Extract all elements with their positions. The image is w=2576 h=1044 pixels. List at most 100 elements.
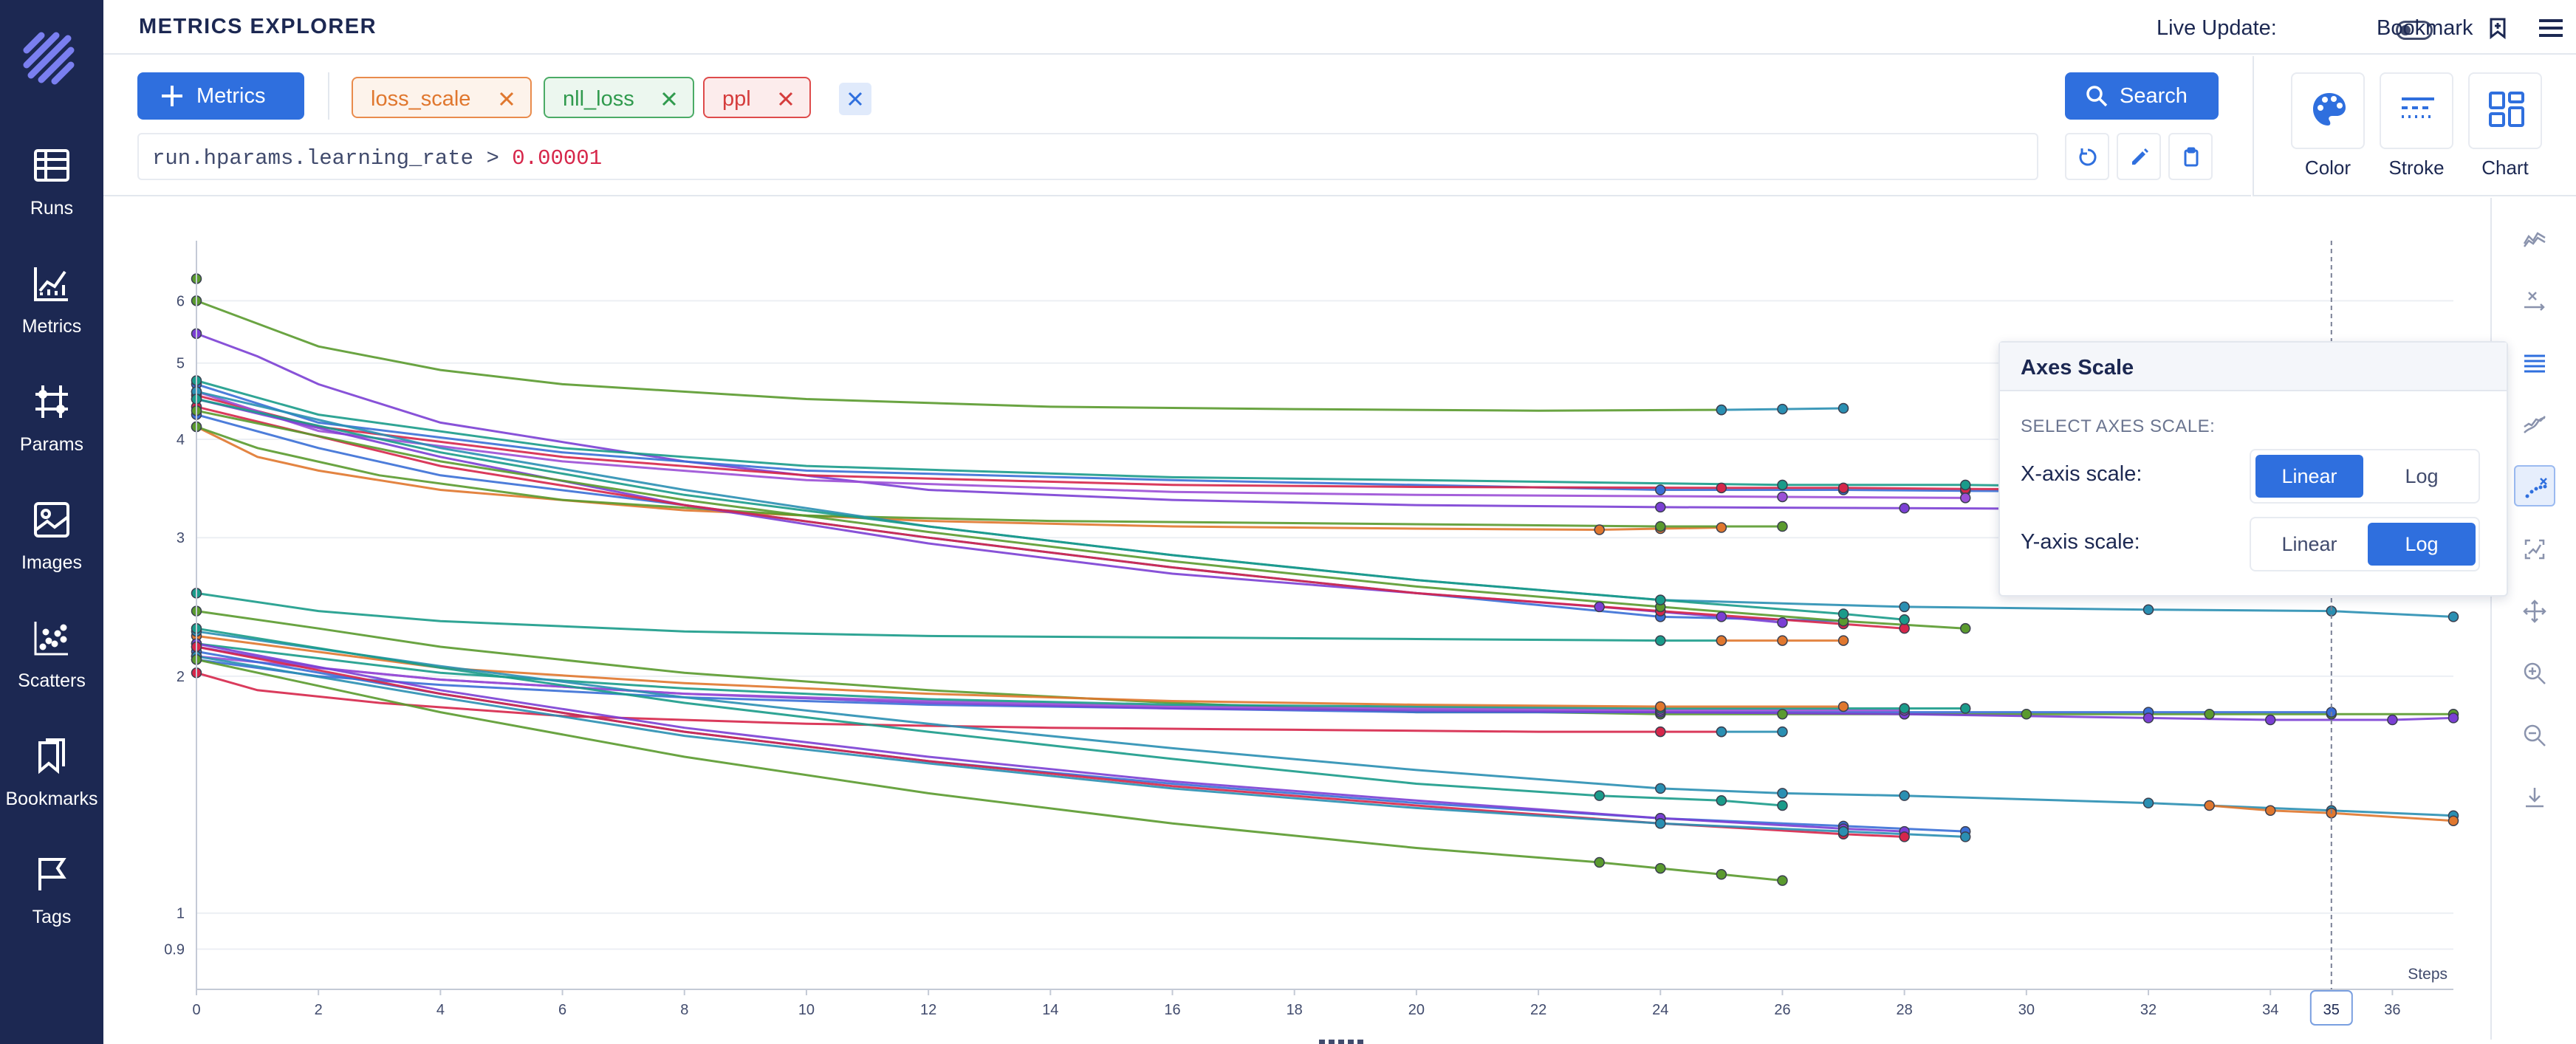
series-line[interactable] — [196, 671, 1722, 733]
series-line[interactable] — [196, 380, 2149, 488]
series-point[interactable] — [1899, 601, 1910, 613]
series-point[interactable] — [2264, 805, 2276, 817]
series-point[interactable] — [1777, 875, 1788, 886]
series-line[interactable] — [196, 394, 2149, 491]
series-point[interactable] — [1594, 524, 1605, 535]
close-icon[interactable] — [498, 90, 515, 108]
metric-chip-loss-scale[interactable]: loss_scale — [352, 77, 532, 118]
series-point[interactable] — [1899, 614, 1910, 625]
series-point[interactable] — [1716, 869, 1727, 880]
series-point[interactable] — [1655, 726, 1666, 738]
highlight-mode-tool[interactable] — [2514, 529, 2555, 570]
zoom-out-tool[interactable] — [2514, 715, 2555, 756]
series-point[interactable] — [1837, 701, 1849, 712]
series-line[interactable] — [196, 332, 2149, 511]
series-point[interactable] — [1959, 703, 1971, 714]
series-point[interactable] — [1655, 818, 1666, 829]
series-point[interactable] — [1716, 635, 1727, 646]
chart-control-box[interactable] — [2468, 72, 2542, 149]
search-button[interactable]: Search — [2065, 72, 2219, 120]
series-point[interactable] — [1655, 594, 1666, 605]
series-point[interactable] — [2204, 708, 2215, 720]
hamburger-menu-icon[interactable] — [2538, 16, 2564, 40]
series-point[interactable] — [1899, 831, 1910, 842]
series-point[interactable] — [1655, 521, 1666, 532]
series-point[interactable] — [1837, 608, 1849, 619]
sidebar-item-metrics[interactable]: Metrics — [0, 251, 103, 362]
series-line[interactable] — [196, 610, 2453, 715]
metrics-chart[interactable]: 0.9 1 2 3 4 5 6 0 2 4 6 8 10 12 14 16 18 20 22 24 26 28 30 32 34… — [103, 198, 2490, 1040]
axes-scale-tool[interactable] — [2514, 465, 2555, 506]
sidebar-item-runs[interactable]: Runs — [0, 133, 103, 244]
series-point[interactable] — [2264, 714, 2276, 726]
series-point[interactable] — [1959, 831, 1971, 842]
series-line[interactable] — [196, 425, 1722, 532]
series-point[interactable] — [2447, 611, 2459, 622]
series-point[interactable] — [1716, 795, 1727, 806]
series-point[interactable] — [1594, 601, 1605, 613]
metric-chip-nll-loss[interactable]: nll_loss — [544, 77, 694, 118]
series-line[interactable] — [196, 658, 2332, 714]
resize-handle-icon[interactable] — [1319, 1040, 1363, 1044]
x-axis-alignment-tool[interactable] — [2514, 281, 2555, 322]
series-line[interactable] — [196, 627, 1783, 807]
y-axis-linear-option[interactable]: Linear — [2281, 533, 2337, 555]
series-line[interactable] — [196, 645, 1905, 838]
series-line[interactable] — [196, 409, 1966, 630]
series-line[interactable] — [196, 398, 1905, 621]
series-point[interactable] — [1716, 482, 1727, 494]
series-line[interactable] — [196, 390, 1966, 499]
query-expression-input[interactable]: run.hparams.learning_rate > 0.00001 — [137, 133, 2038, 180]
metric-chip-ppl[interactable]: ppl — [703, 77, 811, 118]
copy-query-button[interactable] — [2168, 133, 2213, 180]
series-point[interactable] — [1777, 635, 1788, 646]
series-point[interactable] — [1899, 703, 1910, 714]
x-axis-log-option[interactable]: Log — [2405, 465, 2439, 487]
series-point[interactable] — [1959, 479, 1971, 491]
series-point[interactable] — [2387, 714, 2398, 726]
series-point[interactable] — [1716, 404, 1727, 416]
series-point[interactable] — [1594, 790, 1605, 801]
sidebar-item-bookmarks[interactable]: Bookmarks — [0, 724, 103, 834]
color-control[interactable]: Color — [2291, 72, 2365, 183]
series-point[interactable] — [1899, 790, 1910, 801]
stroke-control-box[interactable] — [2380, 72, 2453, 149]
bookmark-add-icon[interactable] — [2486, 16, 2510, 40]
series-point[interactable] — [1777, 479, 1788, 491]
chart-control[interactable]: Chart — [2468, 72, 2542, 183]
series-point[interactable] — [1837, 635, 1849, 646]
bookmark-button-label[interactable]: Bookmark — [2377, 16, 2473, 40]
series-line[interactable] — [196, 655, 1966, 838]
series-line[interactable] — [2209, 804, 2454, 823]
color-control-box[interactable] — [2291, 72, 2365, 149]
series-point[interactable] — [2447, 712, 2459, 724]
series-point[interactable] — [1716, 726, 1727, 738]
series-point[interactable] — [1899, 622, 1910, 634]
series-point[interactable] — [1777, 617, 1788, 628]
series-point[interactable] — [1777, 800, 1788, 811]
app-logo[interactable] — [19, 30, 78, 89]
ignore-outliers-tool[interactable] — [2514, 343, 2555, 384]
sidebar-item-scatters[interactable]: Scatters — [0, 605, 103, 716]
y-axis-log-option[interactable]: Log — [2368, 523, 2476, 566]
add-metrics-button[interactable]: Metrics — [137, 72, 304, 120]
reset-query-button[interactable] — [2065, 133, 2109, 180]
series-point[interactable] — [2447, 815, 2459, 826]
clear-all-metrics-button[interactable] — [839, 83, 871, 115]
series-point[interactable] — [2142, 712, 2154, 724]
smoothing-tool[interactable] — [2514, 405, 2555, 446]
series-point[interactable] — [1655, 501, 1666, 513]
series-line[interactable] — [196, 655, 1905, 712]
series-point[interactable] — [1655, 783, 1666, 794]
export-tool[interactable] — [2514, 777, 2555, 818]
series-point[interactable] — [2142, 797, 2154, 808]
sidebar-item-images[interactable]: Images — [0, 487, 103, 598]
series-point[interactable] — [1777, 788, 1788, 799]
series-point[interactable] — [1777, 403, 1788, 415]
series-point[interactable] — [1716, 611, 1727, 622]
series-point[interactable] — [1837, 482, 1849, 494]
sidebar-item-tags[interactable]: Tags — [0, 842, 103, 952]
series-point[interactable] — [1594, 856, 1605, 868]
series-point[interactable] — [1837, 825, 1849, 837]
